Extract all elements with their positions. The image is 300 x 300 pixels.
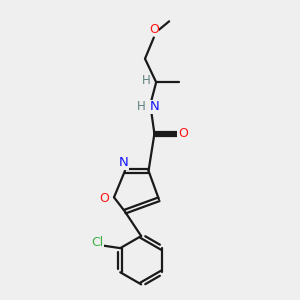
Text: Cl: Cl — [92, 236, 104, 249]
Text: O: O — [178, 127, 188, 140]
Text: N: N — [149, 100, 159, 113]
Text: O: O — [149, 23, 159, 36]
Text: N: N — [118, 156, 128, 169]
Text: O: O — [100, 192, 110, 205]
Text: H: H — [137, 100, 146, 113]
Text: H: H — [142, 74, 151, 87]
